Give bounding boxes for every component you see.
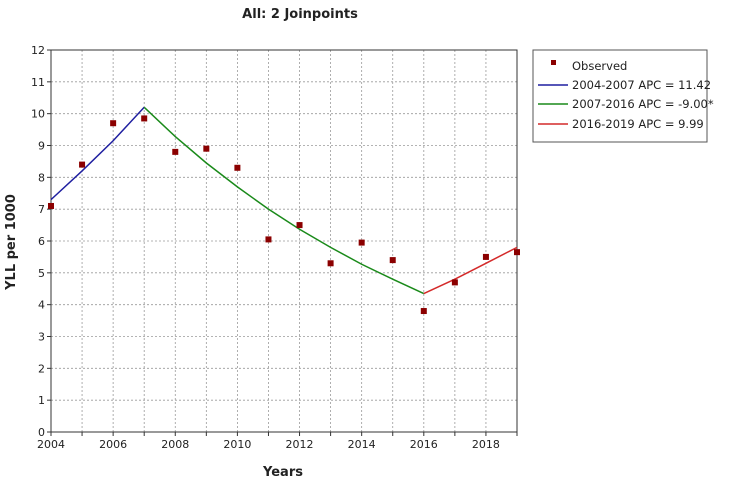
observed-point — [389, 257, 396, 264]
y-tick-label: 9 — [38, 140, 45, 153]
y-axis-label: YLL per 1000 — [4, 194, 19, 291]
observed-point — [514, 249, 520, 256]
observed-point — [451, 279, 458, 286]
y-tick-label: 2 — [38, 362, 45, 375]
observed-point — [482, 253, 489, 260]
y-tick-label: 0 — [38, 426, 45, 439]
x-axis-label: Years — [262, 465, 303, 480]
y-tick-label: 4 — [38, 299, 45, 312]
x-tick-label: 2010 — [223, 438, 251, 451]
legend-observed-marker — [551, 60, 556, 65]
y-tick-label: 12 — [31, 44, 45, 57]
observed-point — [48, 202, 54, 209]
x-tick-label: 2004 — [37, 438, 65, 451]
legend-series-label-2: 2007-2016 APC = -9.00* — [572, 97, 714, 111]
y-tick-label: 6 — [38, 235, 45, 248]
observed-point — [358, 239, 365, 246]
y-tick-label: 1 — [38, 394, 45, 407]
y-tick-label: 3 — [38, 331, 45, 344]
chart-title: All: 2 Joinpoints — [242, 7, 358, 22]
observed-point — [234, 164, 241, 171]
observed-point — [110, 120, 117, 127]
series-lines — [50, 106, 518, 295]
x-tick-label: 2008 — [161, 438, 189, 451]
y-tick-label: 8 — [38, 171, 45, 184]
observed-point — [296, 222, 303, 229]
x-tick-label: 2016 — [410, 438, 438, 451]
grid — [51, 50, 517, 432]
x-axis-ticks: 2004 2006 2008 2010 2012 2014 2016 2018 — [37, 432, 518, 451]
x-tick-label: 2006 — [99, 438, 127, 451]
y-tick-label: 5 — [38, 267, 45, 280]
observed-point — [265, 236, 272, 243]
observed-point — [203, 145, 210, 152]
observed-point — [420, 308, 427, 315]
x-tick-label: 2018 — [472, 438, 500, 451]
observed-point — [141, 115, 148, 122]
x-tick-label: 2014 — [348, 438, 376, 451]
series-line-2 — [143, 106, 425, 295]
observed-point — [172, 148, 179, 155]
y-tick-label: 10 — [31, 108, 45, 121]
observed-point — [79, 161, 86, 168]
y-tick-label: 11 — [31, 76, 45, 89]
legend-box — [532, 49, 708, 143]
observed-points — [48, 115, 520, 315]
legend-observed-label: Observed — [572, 59, 627, 73]
legend-series-label-3: 2016-2019 APC = 9.99 — [572, 117, 704, 131]
observed-point — [327, 260, 334, 267]
plot-area-frame — [50, 49, 518, 433]
series-line-3 — [423, 246, 518, 295]
series-line-1 — [50, 106, 145, 201]
legend-series-label-1: 2004-2007 APC = 11.42 — [572, 78, 711, 92]
y-tick-label: 7 — [38, 203, 45, 216]
x-tick-label: 2012 — [286, 438, 314, 451]
legend: Observed 2004-2007 APC = 11.42 2007-2016… — [532, 49, 714, 143]
